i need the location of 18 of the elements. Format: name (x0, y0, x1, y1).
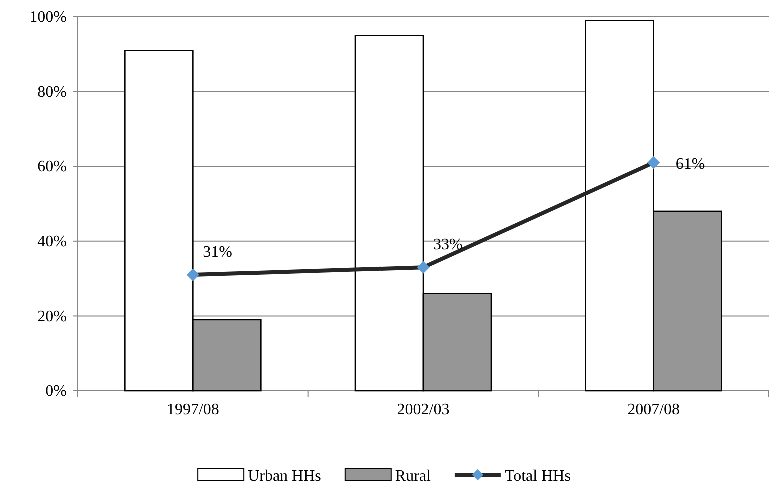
legend-label: Rural (395, 468, 432, 485)
legend-label: Urban HHs (248, 468, 322, 485)
x-tick-label: 2002/03 (397, 401, 450, 418)
point (186, 268, 200, 282)
data-label: 33% (434, 236, 463, 254)
x-tick-label: 2007/08 (628, 401, 680, 418)
y-tick-label: 20% (38, 308, 67, 326)
y-tick-label: 80% (38, 84, 67, 101)
y-tick-label: 40% (38, 234, 67, 251)
x-tick-label: 1997/08 (166, 401, 220, 418)
data-label: 61% (676, 156, 706, 173)
point (648, 156, 660, 170)
point (417, 261, 430, 274)
data-label: 31% (203, 244, 232, 262)
y-tick-label: 0% (46, 383, 67, 400)
y-tick-label: 100% (30, 9, 67, 26)
y-tick-label: 60% (38, 158, 67, 176)
legend-label: Total HHs (504, 468, 571, 485)
